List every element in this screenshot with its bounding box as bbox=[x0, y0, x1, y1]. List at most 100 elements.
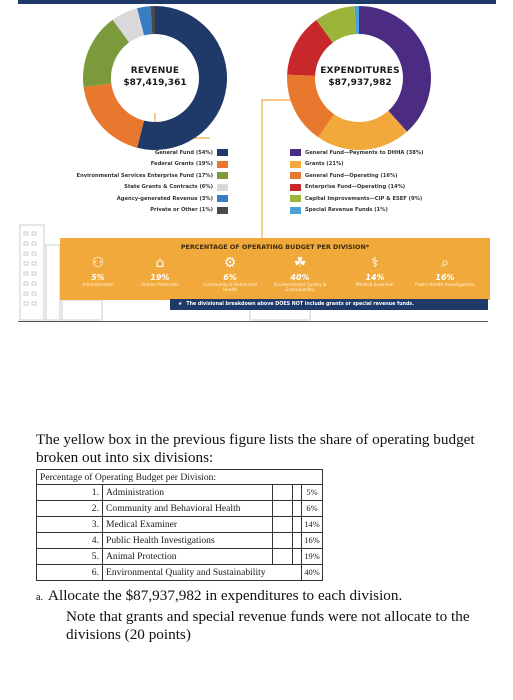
donut-slice bbox=[112, 8, 145, 43]
division-name: Public Health Investigations bbox=[415, 283, 475, 288]
empty-cell bbox=[292, 548, 302, 565]
legend-label: Federal Grants (19%) bbox=[150, 161, 213, 168]
legend-label: General Fund—Payments to DHHA (38%) bbox=[305, 149, 424, 156]
legend-swatch bbox=[217, 172, 228, 180]
table-row: 2. Community and Behavioral Health 6% bbox=[36, 500, 323, 517]
legend-item: Special Revenue Funds (1%) bbox=[290, 205, 500, 217]
donut-slice bbox=[287, 74, 335, 138]
expenditures-legend: General Fund—Payments to DHHA (38%) Gran… bbox=[290, 147, 500, 216]
empty-cell bbox=[292, 516, 302, 533]
question-a: a. Allocate the $87,937,982 in expenditur… bbox=[36, 587, 506, 645]
division-percent: 16% bbox=[435, 273, 455, 282]
table-row: 4. Public Health Investigations 16% bbox=[36, 532, 323, 549]
row-number: 6. bbox=[36, 564, 103, 581]
legend-label: State Grants & Contracts (6%) bbox=[124, 184, 213, 191]
donut-slice bbox=[150, 6, 155, 35]
star-icon: ★ bbox=[178, 302, 183, 307]
empty-cell bbox=[292, 484, 302, 501]
division-percent: 5% bbox=[91, 273, 105, 282]
expenditures-label: EXPENDITURES $87,937,982 bbox=[320, 66, 400, 88]
donut-slice bbox=[359, 6, 431, 132]
table-row: 1. Administration 5% bbox=[36, 484, 323, 501]
empty-cell bbox=[292, 500, 302, 517]
legend-label: Special Revenue Funds (1%) bbox=[305, 207, 388, 214]
division-budget-box: PERCENTAGE OF OPERATING BUDGET PER DIVIS… bbox=[60, 238, 490, 300]
row-number: 4. bbox=[36, 532, 103, 549]
division-administration: ⚇ 5% Administration bbox=[68, 256, 128, 288]
legend-item: General Fund—Operating (16%) bbox=[290, 170, 500, 182]
legend-item: Federal Grants (19%) bbox=[18, 159, 228, 171]
legend-label: Agency-generated Revenue (3%) bbox=[116, 195, 213, 202]
legend-item: Private or Other (1%) bbox=[18, 205, 228, 217]
legend-swatch bbox=[290, 195, 301, 203]
division-name: Environmental Quality & Sustainability bbox=[273, 283, 327, 293]
donut-slice bbox=[316, 6, 357, 43]
legend-swatch bbox=[290, 172, 301, 180]
row-division: Public Health Investigations bbox=[102, 532, 273, 549]
expenditures-amount: $87,937,982 bbox=[328, 78, 392, 88]
legend-item: Capital Improvements—CIP & ESEF (9%) bbox=[290, 193, 500, 205]
division-name: Community & Behavioral Health bbox=[203, 283, 257, 293]
donut-slice bbox=[83, 83, 145, 148]
division-public-health-investigations: ⌕ 16% Public Health Investigations bbox=[415, 256, 475, 288]
legend-label: Grants (21%) bbox=[305, 161, 344, 168]
legend-label: General Fund—Operating (16%) bbox=[305, 172, 398, 179]
row-percent: 5% bbox=[301, 484, 323, 501]
row-number: 1. bbox=[36, 484, 103, 501]
empty-cell bbox=[272, 516, 293, 533]
row-percent: 14% bbox=[301, 516, 323, 533]
legend-item: General Fund—Payments to DHHA (38%) bbox=[290, 147, 500, 159]
division-medical-examiner: ⚕ 14% Medical Examiner bbox=[345, 256, 405, 288]
row-percent: 19% bbox=[301, 548, 323, 565]
row-division: Environmental Quality and Sustainability bbox=[102, 564, 302, 581]
donut-slice bbox=[287, 20, 333, 76]
empty-cell bbox=[272, 484, 293, 501]
title-asterisk: * bbox=[365, 243, 370, 251]
row-division: Medical Examiner bbox=[102, 516, 273, 533]
legend-swatch bbox=[217, 183, 228, 191]
budget-figure bbox=[19, 6, 431, 321]
expenditures-title: EXPENDITURES bbox=[320, 66, 400, 76]
legend-label: Capital Improvements—CIP & ESEF (9%) bbox=[305, 195, 423, 202]
division-percent: 14% bbox=[365, 273, 385, 282]
row-division: Administration bbox=[102, 484, 273, 501]
table-row: 3. Medical Examiner 14% bbox=[36, 516, 323, 533]
row-percent: 16% bbox=[301, 532, 323, 549]
legend-label: Environmental Services Enterprise Fund (… bbox=[76, 172, 213, 179]
division-environmental-quality: ☘ 40% Environmental Quality & Sustainabi… bbox=[270, 256, 330, 293]
legend-swatch bbox=[217, 206, 228, 214]
division-name: Medical Examiner bbox=[355, 283, 395, 288]
division-table: Percentage of Operating Budget per Divis… bbox=[36, 469, 323, 581]
empty-cell bbox=[272, 532, 293, 549]
legend-label: Enterprise Fund—Operating (14%) bbox=[305, 184, 406, 191]
empty-cell bbox=[272, 548, 293, 565]
people-network-icon: ⚇ bbox=[91, 255, 105, 271]
revenue-title: REVENUE bbox=[130, 66, 180, 76]
legend-item: General Fund (54%) bbox=[18, 147, 228, 159]
revenue-legend: General Fund (54%) Federal Grants (19%) … bbox=[18, 147, 228, 216]
legend-item: Environmental Services Enterprise Fund (… bbox=[18, 170, 228, 182]
legend-swatch bbox=[290, 206, 301, 214]
division-animal-protection: ⌂ 19% Animal Protection bbox=[130, 256, 190, 288]
legend-label: Private or Other (1%) bbox=[150, 207, 213, 214]
table-row: 6. Environmental Quality and Sustainabil… bbox=[36, 564, 323, 581]
magnifier-icon: ⌕ bbox=[441, 255, 449, 271]
intro-paragraph: The yellow box in the previous figure li… bbox=[36, 431, 475, 466]
table-row: 5. Animal Protection 19% bbox=[36, 548, 323, 565]
donut-slice bbox=[137, 6, 227, 150]
legend-swatch bbox=[217, 160, 228, 168]
row-number: 2. bbox=[36, 500, 103, 517]
question-marker: a. bbox=[36, 592, 43, 603]
legend-swatch bbox=[290, 160, 301, 168]
legend-swatch bbox=[290, 149, 301, 157]
donut-slice bbox=[83, 19, 130, 88]
building-leaf-icon: ☘ bbox=[293, 255, 307, 271]
figure-divider bbox=[18, 321, 488, 322]
legend-swatch bbox=[290, 183, 301, 191]
legend-item: Enterprise Fund—Operating (14%) bbox=[290, 182, 500, 194]
donut-slice bbox=[354, 6, 359, 35]
revenue-amount: $87,419,361 bbox=[123, 78, 187, 88]
empty-cell bbox=[272, 500, 293, 517]
expenditures-donut-chart bbox=[287, 6, 431, 150]
row-division: Animal Protection bbox=[102, 548, 273, 565]
